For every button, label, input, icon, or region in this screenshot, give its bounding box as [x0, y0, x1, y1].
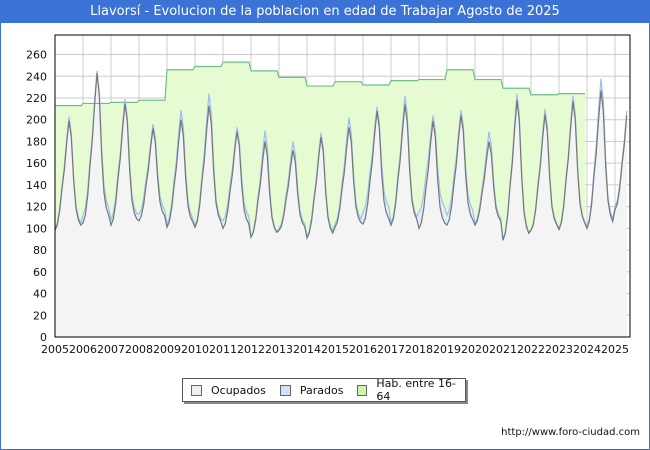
y-axis-ticks: 0 20 40 60 80 100 120 140 160 180 200 220 240 260	[26, 49, 47, 344]
legend-item-ocupados: Ocupados	[191, 384, 266, 397]
legend-item-hab: Hab. entre 16-64	[357, 377, 459, 403]
ocupados-line	[54, 72, 628, 241]
svg-text:240: 240	[26, 70, 47, 83]
svg-text:2009: 2009	[153, 343, 181, 356]
svg-text:20: 20	[33, 309, 47, 322]
svg-text:2005: 2005	[41, 343, 69, 356]
svg-text:220: 220	[26, 92, 47, 105]
ocupados-area	[55, 73, 627, 337]
hab-line	[55, 61, 585, 107]
svg-text:2016: 2016	[349, 343, 377, 356]
ocupados-swatch-icon	[191, 384, 202, 396]
svg-text:100: 100	[26, 222, 47, 235]
svg-text:2025: 2025	[601, 343, 629, 356]
legend-item-parados: Parados	[279, 383, 344, 397]
svg-text:40: 40	[33, 288, 47, 301]
svg-text:120: 120	[26, 201, 47, 214]
svg-text:2019: 2019	[433, 343, 461, 356]
svg-text:2006: 2006	[69, 343, 97, 356]
svg-text:2007: 2007	[97, 343, 125, 356]
hab-swatch-icon	[357, 384, 368, 396]
svg-text:2010: 2010	[181, 343, 209, 356]
svg-text:2022: 2022	[517, 343, 545, 356]
svg-text:2021: 2021	[489, 343, 517, 356]
svg-text:0: 0	[40, 331, 47, 344]
svg-text:160: 160	[26, 157, 47, 170]
source-url[interactable]: http://www.foro-ciudad.com	[501, 427, 640, 438]
svg-text:2017: 2017	[377, 343, 405, 356]
svg-text:2015: 2015	[321, 343, 349, 356]
svg-text:2020: 2020	[461, 343, 489, 356]
chart-title: Llavorsí - Evolucion de la poblacion en …	[0, 0, 650, 23]
svg-text:60: 60	[33, 266, 47, 279]
svg-text:260: 260	[26, 49, 47, 62]
legend-label: Parados	[299, 383, 344, 397]
svg-text:2014: 2014	[293, 343, 321, 356]
svg-text:200: 200	[26, 114, 47, 127]
svg-text:2013: 2013	[265, 343, 293, 356]
x-axis-ticks: 2005 2006 2007 2008 2009 2010 2011 2012 2013 2014…	[41, 343, 629, 356]
chart-plot: 0 20 40 60 80 100 120 140 160 180 200 220 240 260 200…	[26, 34, 631, 356]
svg-text:80: 80	[33, 244, 47, 257]
svg-text:140: 140	[26, 179, 47, 192]
plot-border	[54, 34, 631, 338]
legend-label: Ocupados	[211, 383, 266, 397]
svg-text:2023: 2023	[545, 343, 573, 356]
legend-label: Hab. entre 16-64	[376, 377, 456, 403]
svg-text:180: 180	[26, 135, 47, 148]
svg-text:2008: 2008	[125, 343, 153, 356]
svg-text:2012: 2012	[237, 343, 265, 356]
svg-text:2018: 2018	[405, 343, 433, 356]
svg-text:2024: 2024	[573, 343, 601, 356]
parados-swatch-icon	[279, 384, 291, 396]
legend: Ocupados Parados Hab. entre 16-64	[182, 377, 466, 403]
svg-text:2011: 2011	[209, 343, 237, 356]
